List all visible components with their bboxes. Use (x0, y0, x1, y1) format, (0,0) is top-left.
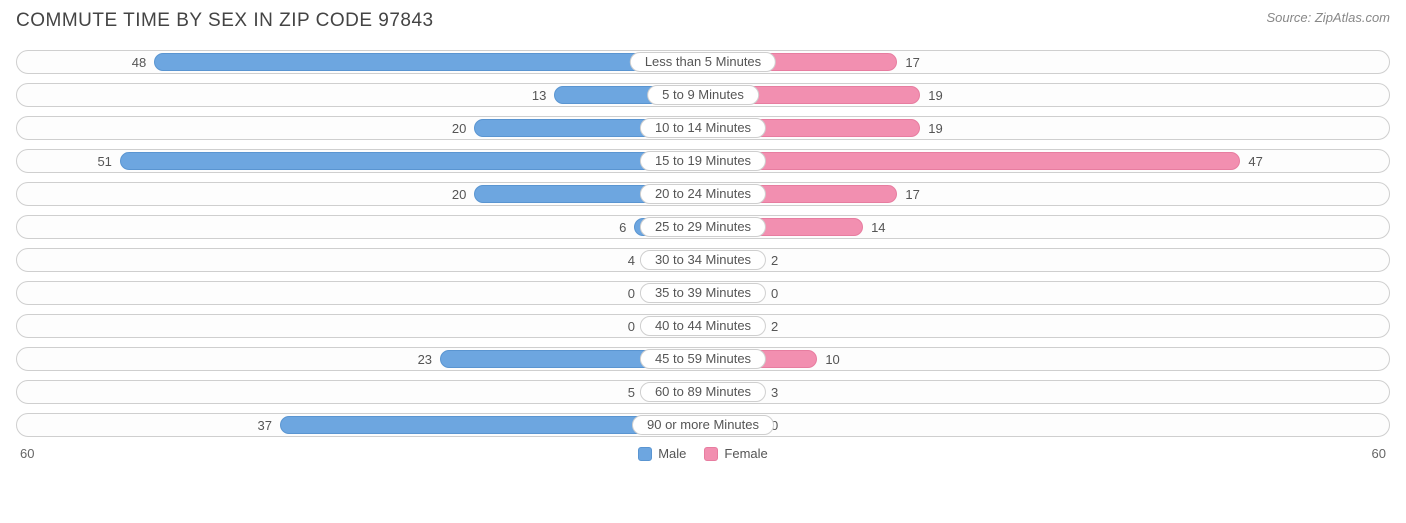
female-half: 0 (703, 282, 1389, 304)
female-value-label: 3 (763, 385, 786, 400)
bar-row: 5 360 to 89 Minutes (16, 380, 1390, 404)
chart-title: Commute Time By Sex in Zip Code 97843 (16, 10, 434, 32)
male-bar (154, 53, 703, 71)
female-half: 19 (703, 117, 1389, 139)
female-value-label: 19 (920, 121, 950, 136)
female-half: 14 (703, 216, 1389, 238)
male-half: 5 (17, 381, 703, 403)
bar-row: 0 240 to 44 Minutes (16, 314, 1390, 338)
bar-row: 4 230 to 34 Minutes (16, 248, 1390, 272)
female-value-label: 47 (1240, 154, 1270, 169)
male-value-label: 6 (611, 220, 634, 235)
female-value-label: 17 (897, 55, 927, 70)
female-half: 3 (703, 381, 1389, 403)
female-value-label: 19 (920, 88, 950, 103)
category-label: 30 to 34 Minutes (640, 250, 766, 270)
bar-row: 37 090 or more Minutes (16, 413, 1390, 437)
legend: Male Female (638, 446, 768, 461)
female-half: 2 (703, 249, 1389, 271)
male-half: 37 (17, 414, 703, 436)
category-label: Less than 5 Minutes (630, 52, 776, 72)
male-half: 20 (17, 117, 703, 139)
male-half: 0 (17, 282, 703, 304)
bar-row: 13 19 5 to 9 Minutes (16, 83, 1390, 107)
male-value-label: 48 (124, 55, 154, 70)
bar-row: 6 14 25 to 29 Minutes (16, 215, 1390, 239)
female-value-label: 0 (763, 286, 786, 301)
male-half: 0 (17, 315, 703, 337)
bar-row: 23 10 45 to 59 Minutes (16, 347, 1390, 371)
female-half: 47 (703, 150, 1389, 172)
male-value-label: 51 (89, 154, 119, 169)
bar-row: 51 47 15 to 19 Minutes (16, 149, 1390, 173)
bar-row: 20 17 20 to 24 Minutes (16, 182, 1390, 206)
legend-label-male: Male (658, 446, 686, 461)
chart-source: Source: ZipAtlas.com (1266, 10, 1390, 25)
legend-item-female: Female (704, 446, 767, 461)
male-half: 51 (17, 150, 703, 172)
female-half: 0 (703, 414, 1389, 436)
female-value-label: 2 (763, 319, 786, 334)
female-half: 17 (703, 51, 1389, 73)
male-value-label: 23 (410, 352, 440, 367)
bar-row: 48 17 Less than 5 Minutes (16, 50, 1390, 74)
female-value-label: 2 (763, 253, 786, 268)
male-half: 13 (17, 84, 703, 106)
male-value-label: 20 (444, 187, 474, 202)
female-half: 17 (703, 183, 1389, 205)
category-label: 60 to 89 Minutes (640, 382, 766, 402)
male-half: 48 (17, 51, 703, 73)
male-half: 23 (17, 348, 703, 370)
category-label: 25 to 29 Minutes (640, 217, 766, 237)
male-half: 20 (17, 183, 703, 205)
category-label: 10 to 14 Minutes (640, 118, 766, 138)
male-value-label: 20 (444, 121, 474, 136)
female-half: 19 (703, 84, 1389, 106)
male-half: 4 (17, 249, 703, 271)
chart-footer: 60 Male Female 60 (16, 446, 1390, 461)
legend-label-female: Female (724, 446, 767, 461)
female-value-label: 14 (863, 220, 893, 235)
male-value-label: 37 (250, 418, 280, 433)
category-label: 20 to 24 Minutes (640, 184, 766, 204)
female-half: 10 (703, 348, 1389, 370)
swatch-male (638, 447, 652, 461)
swatch-female (704, 447, 718, 461)
category-label: 5 to 9 Minutes (647, 85, 759, 105)
female-value-label: 17 (897, 187, 927, 202)
female-bar (703, 152, 1240, 170)
category-label: 35 to 39 Minutes (640, 283, 766, 303)
chart-header: Commute Time By Sex in Zip Code 97843 So… (16, 10, 1390, 32)
category-label: 15 to 19 Minutes (640, 151, 766, 171)
diverging-bar-chart: 48 17 Less than 5 Minutes 13 19 5 to 9 Minute… (16, 50, 1390, 437)
axis-right-max: 60 (1372, 446, 1386, 461)
category-label: 90 or more Minutes (632, 415, 774, 435)
female-half: 2 (703, 315, 1389, 337)
male-half: 6 (17, 216, 703, 238)
axis-left-max: 60 (20, 446, 34, 461)
bar-row: 0 035 to 39 Minutes (16, 281, 1390, 305)
category-label: 45 to 59 Minutes (640, 349, 766, 369)
female-value-label: 10 (817, 352, 847, 367)
legend-item-male: Male (638, 446, 686, 461)
bar-row: 20 19 10 to 14 Minutes (16, 116, 1390, 140)
category-label: 40 to 44 Minutes (640, 316, 766, 336)
male-value-label: 13 (524, 88, 554, 103)
male-bar (120, 152, 703, 170)
